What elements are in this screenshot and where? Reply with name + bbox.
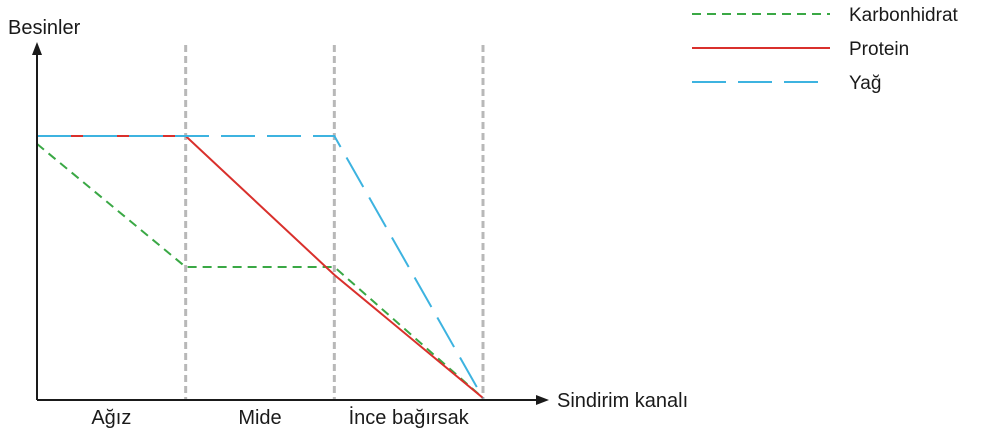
- separator-lines: [186, 45, 483, 399]
- category-label-1: Ağız: [91, 407, 131, 429]
- y-axis-arrow-icon: [32, 42, 42, 55]
- series-line-karbonhidrat: [37, 144, 483, 398]
- y-axis-label: Besinler: [8, 17, 81, 39]
- legend: Karbonhidrat Protein Yağ: [692, 5, 959, 94]
- legend-label-protein: Protein: [849, 39, 909, 60]
- category-label-3: İnce bağırsak: [349, 406, 470, 429]
- x-axis-arrow-icon: [536, 395, 549, 405]
- legend-label-yag: Yağ: [849, 73, 881, 94]
- category-labels: Ağız Mide İnce bağırsak: [91, 406, 469, 429]
- category-label-2: Mide: [238, 407, 281, 429]
- series-line-protein: [37, 136, 483, 398]
- legend-label-karbonhidrat: Karbonhidrat: [849, 5, 959, 26]
- series-line-yag: [37, 136, 483, 398]
- series-lines: [37, 136, 483, 398]
- x-axis-label: Sindirim kanalı: [557, 390, 688, 412]
